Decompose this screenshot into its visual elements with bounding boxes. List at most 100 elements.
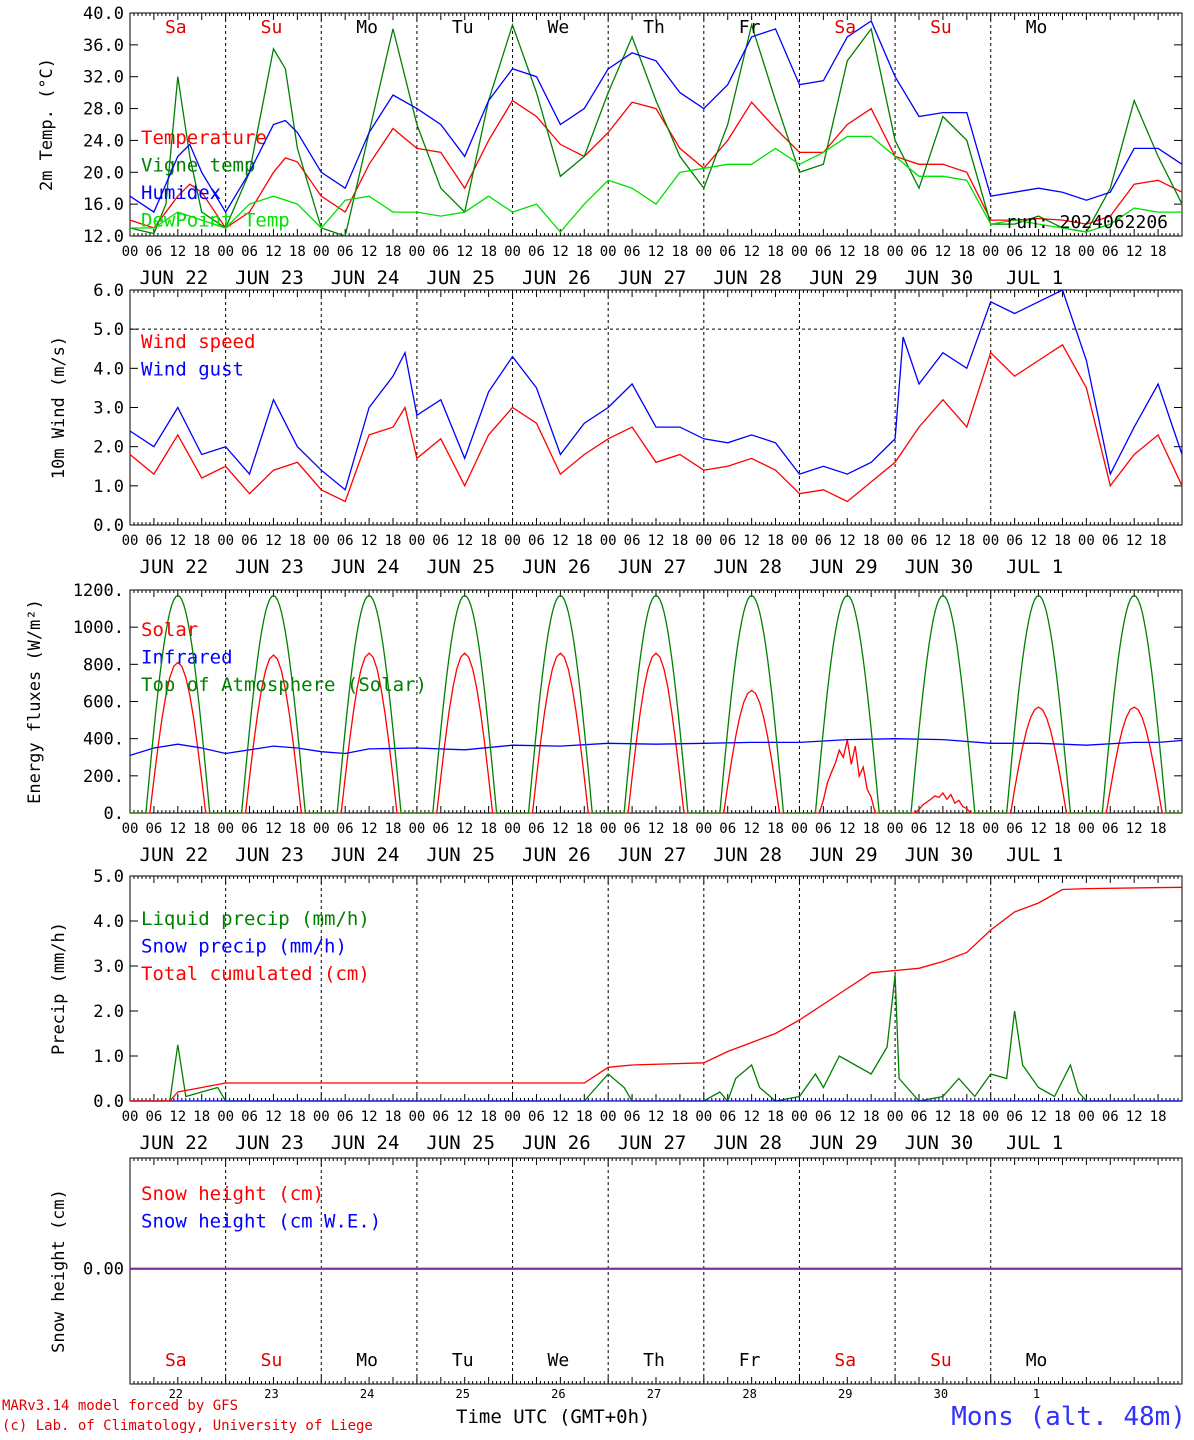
y-tick-label: 6.0	[93, 281, 124, 301]
day-number-label: 30	[934, 1387, 948, 1401]
hour-label: 06	[337, 821, 354, 837]
hour-label: 12	[265, 533, 282, 549]
hour-label: 06	[241, 533, 258, 549]
hour-label: 12	[169, 1109, 186, 1125]
hour-label: 00	[887, 533, 904, 549]
y-tick-label: 5.0	[93, 867, 124, 887]
hour-label: 06	[719, 821, 736, 837]
legend-entry: Wind gust	[141, 359, 244, 381]
hour-label: 12	[169, 244, 186, 260]
hour-label: 12	[743, 1109, 760, 1125]
y-axis-label: 10m Wind (m/s)	[49, 336, 69, 479]
hour-label: 12	[1126, 244, 1143, 260]
date-label: JUL 1	[1006, 844, 1063, 866]
date-label: JUN 23	[235, 556, 304, 578]
y-axis-label: Snow height (cm)	[49, 1189, 69, 1353]
hour-label: 00	[217, 821, 234, 837]
hour-label: 00	[313, 533, 330, 549]
weekday-label: Su	[261, 17, 283, 38]
hour-label: 12	[934, 533, 951, 549]
date-label: JUN 25	[426, 556, 495, 578]
hour-label: 00	[1078, 1109, 1095, 1125]
hour-label: 00	[313, 1109, 330, 1125]
hour-label: 06	[624, 244, 641, 260]
hour-label: 06	[337, 1109, 354, 1125]
legend-entry: Humidex	[141, 182, 221, 204]
hour-label: 18	[1150, 533, 1167, 549]
hour-label: 00	[791, 821, 808, 837]
hour-label: 12	[361, 533, 378, 549]
legend-entry: Wind speed	[141, 331, 255, 353]
hour-label: 18	[193, 1109, 210, 1125]
hour-label: 06	[145, 244, 162, 260]
hour-label: 06	[815, 1109, 832, 1125]
y-tick-label: 28.0	[83, 100, 124, 120]
hour-label: 00	[313, 244, 330, 260]
weekday-label: Sa	[165, 17, 187, 38]
y-tick-label: 4.0	[93, 912, 124, 932]
date-label: JUN 26	[522, 267, 591, 289]
date-label: JUN 24	[331, 556, 400, 578]
hour-label: 00	[982, 1109, 999, 1125]
hour-label: 06	[1102, 821, 1119, 837]
y-tick-label: 3.0	[93, 399, 124, 419]
date-label: JUL 1	[1006, 1132, 1063, 1154]
hour-label: 18	[289, 1109, 306, 1125]
hour-label: 18	[1054, 1109, 1071, 1125]
date-label: JUN 25	[426, 267, 495, 289]
hour-label: 18	[480, 533, 497, 549]
hour-label: 06	[528, 1109, 545, 1125]
y-tick-label: 5.0	[93, 320, 124, 340]
date-label: JUN 22	[140, 267, 209, 289]
hour-label: 00	[408, 1109, 425, 1125]
legend-entry: Snow height (cm)	[141, 1183, 324, 1205]
hour-label: 18	[1150, 244, 1167, 260]
hour-label: 12	[169, 533, 186, 549]
hour-label: 00	[695, 821, 712, 837]
date-label: JUN 29	[809, 267, 878, 289]
hour-label: 12	[934, 244, 951, 260]
hour-label: 06	[1102, 1109, 1119, 1125]
weekday-label: Su	[930, 17, 952, 38]
hour-label: 12	[265, 1109, 282, 1125]
hour-label: 18	[576, 244, 593, 260]
date-label: JUN 28	[713, 267, 782, 289]
y-tick-label: 2.0	[93, 438, 124, 458]
hour-label: 12	[839, 244, 856, 260]
hour-label: 06	[624, 533, 641, 549]
hour-label: 12	[839, 533, 856, 549]
y-tick-label: 0.0	[93, 516, 124, 536]
hour-label: 06	[719, 533, 736, 549]
hour-label: 00	[791, 1109, 808, 1125]
hour-label: 06	[1006, 1109, 1023, 1125]
hour-label: 06	[337, 533, 354, 549]
day-number-label: 22	[169, 1387, 183, 1401]
hour-label: 12	[361, 821, 378, 837]
hour-label: 12	[456, 533, 473, 549]
hour-label: 00	[791, 533, 808, 549]
hour-label: 00	[695, 1109, 712, 1125]
hour-label: 00	[408, 821, 425, 837]
hour-label: 18	[385, 244, 402, 260]
legend-entry: Temperature	[141, 127, 267, 149]
hour-label: 18	[863, 1109, 880, 1125]
date-label: JUN 22	[140, 844, 209, 866]
hour-label: 06	[145, 533, 162, 549]
hour-label: 00	[982, 821, 999, 837]
hour-label: 18	[671, 1109, 688, 1125]
series-line	[130, 594, 1182, 814]
y-tick-label: 40.0	[83, 4, 124, 24]
hour-label: 18	[289, 821, 306, 837]
y-tick-label: 2.0	[93, 1002, 124, 1022]
hour-label: 12	[552, 533, 569, 549]
hour-label: 18	[671, 244, 688, 260]
hour-label: 12	[456, 1109, 473, 1125]
date-label: JUN 24	[331, 267, 400, 289]
day-number-label: 27	[647, 1387, 661, 1401]
date-label: JUN 29	[809, 1132, 878, 1154]
hour-label: 12	[456, 821, 473, 837]
hour-label: 12	[1126, 1109, 1143, 1125]
date-label: JUN 28	[713, 844, 782, 866]
day-number-label: 24	[360, 1387, 374, 1401]
hour-label: 06	[145, 821, 162, 837]
